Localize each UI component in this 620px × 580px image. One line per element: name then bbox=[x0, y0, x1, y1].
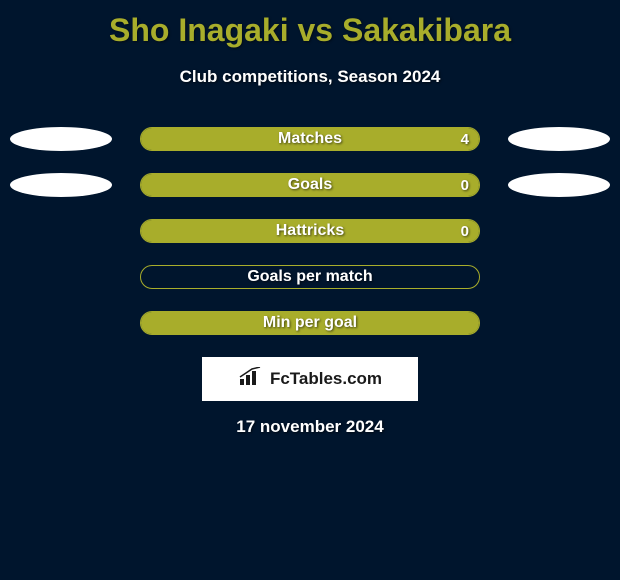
right-ellipse bbox=[508, 173, 610, 197]
stat-value: 0 bbox=[461, 174, 469, 196]
footer-date: 17 november 2024 bbox=[0, 417, 620, 437]
stat-bar: Goals per match bbox=[140, 265, 480, 289]
bar-chart-icon bbox=[238, 367, 264, 392]
left-ellipse bbox=[10, 127, 112, 151]
stat-row: Min per goal bbox=[0, 311, 620, 335]
left-ellipse bbox=[10, 173, 112, 197]
stat-bar: Min per goal bbox=[140, 311, 480, 335]
logo-text: FcTables.com bbox=[270, 369, 382, 389]
stat-bar: Hattricks0 bbox=[140, 219, 480, 243]
stat-row: Goals0 bbox=[0, 173, 620, 197]
stat-bar-fill bbox=[141, 312, 479, 334]
source-logo: FcTables.com bbox=[202, 357, 418, 401]
stat-bar-fill bbox=[141, 220, 479, 242]
stat-rows: Matches4 Goals0 Hattricks0 Goals per match M… bbox=[0, 127, 620, 335]
stat-bar: Goals0 bbox=[140, 173, 480, 197]
right-ellipse bbox=[508, 127, 610, 151]
stat-label: Goals per match bbox=[141, 266, 479, 288]
stat-bar: Matches4 bbox=[140, 127, 480, 151]
stat-row: Goals per match bbox=[0, 265, 620, 289]
stat-row: Hattricks0 bbox=[0, 219, 620, 243]
stat-bar-fill bbox=[141, 174, 479, 196]
stat-bar-fill bbox=[141, 128, 479, 150]
stat-row: Matches4 bbox=[0, 127, 620, 151]
stat-value: 4 bbox=[461, 128, 469, 150]
stat-value: 0 bbox=[461, 220, 469, 242]
page-subtitle: Club competitions, Season 2024 bbox=[0, 67, 620, 87]
page-title: Sho Inagaki vs Sakakibara bbox=[0, 0, 620, 49]
